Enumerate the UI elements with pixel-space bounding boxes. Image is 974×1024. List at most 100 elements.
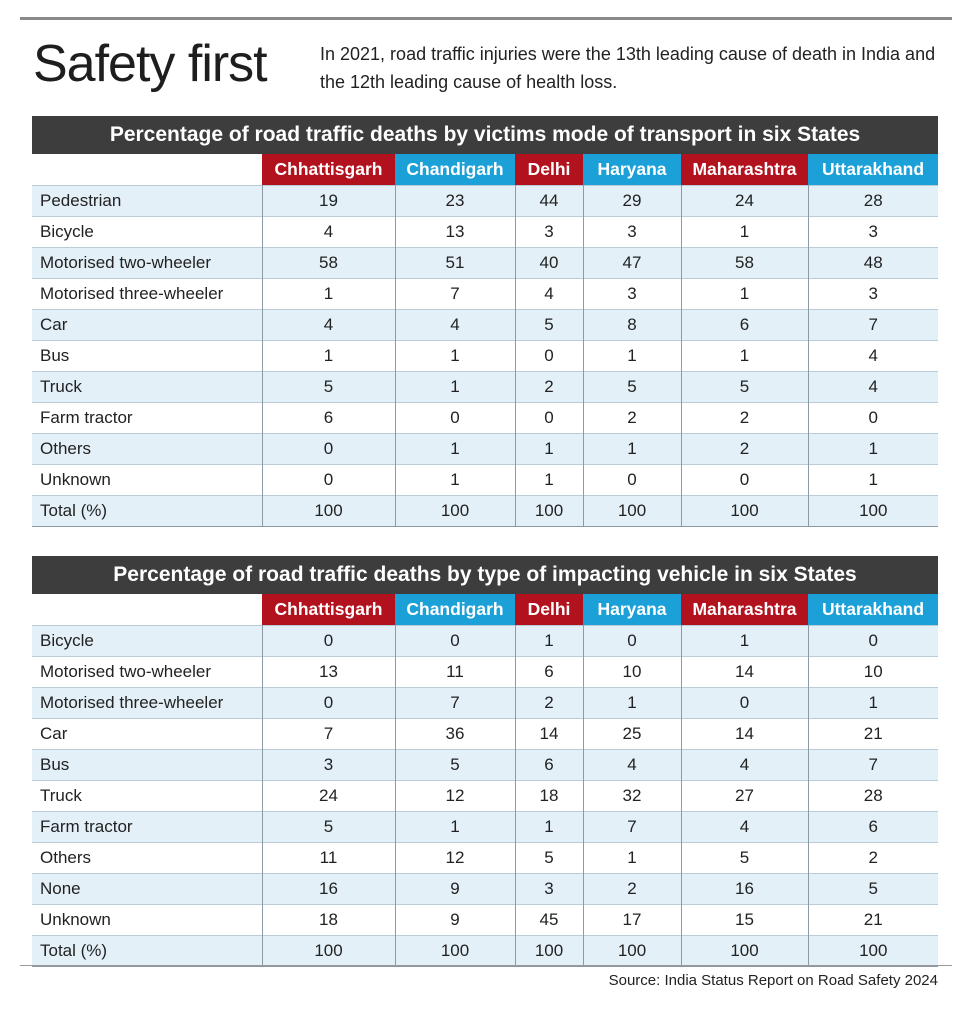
cell-value: 0: [262, 433, 396, 465]
table-row: Bus 3 5 6 4 4 7: [32, 749, 938, 781]
cell-value: 4: [262, 216, 396, 248]
table-row: None 16 9 3 2 16 5: [32, 873, 938, 905]
cell-value: 11: [395, 656, 516, 688]
cell-value: 12: [395, 780, 516, 812]
cell-value: 4: [395, 309, 516, 341]
cell-value: 8: [583, 309, 682, 341]
cell-value: 45: [515, 904, 584, 936]
cell-value: 100: [808, 495, 938, 527]
row-label: Unknown: [32, 464, 263, 496]
cell-value: 17: [583, 904, 682, 936]
cell-value: 3: [515, 873, 584, 905]
cell-value: 2: [681, 433, 809, 465]
cell-value: 0: [681, 464, 809, 496]
cell-value: 32: [583, 780, 682, 812]
cell-value: 1: [262, 278, 396, 310]
cell-value: 7: [808, 749, 938, 781]
cell-value: 44: [515, 185, 584, 217]
table-row: Car 4 4 5 8 6 7: [32, 309, 938, 341]
cell-value: 4: [262, 309, 396, 341]
cell-value: 3: [808, 216, 938, 248]
table-row: Motorised three-wheeler 0 7 2 1 0 1: [32, 687, 938, 719]
cell-value: 6: [681, 309, 809, 341]
cell-value: 1: [583, 340, 682, 372]
cell-value: 100: [262, 935, 396, 967]
table-row: Bicycle 4 13 3 3 1 3: [32, 216, 938, 248]
cell-value: 7: [262, 718, 396, 750]
column-header: Chandigarh: [395, 594, 515, 626]
table-title: Percentage of road traffic deaths by typ…: [32, 556, 938, 594]
cell-value: 0: [395, 402, 516, 434]
cell-value: 0: [583, 625, 682, 657]
cell-value: 5: [583, 371, 682, 403]
cell-value: 4: [583, 749, 682, 781]
row-label: None: [32, 873, 263, 905]
cell-value: 0: [395, 625, 516, 657]
table-row: Truck 24 12 18 32 27 28: [32, 780, 938, 812]
table-row: Unknown 18 9 45 17 15 21: [32, 904, 938, 936]
cell-value: 1: [808, 433, 938, 465]
cell-value: 1: [395, 340, 516, 372]
cell-value: 5: [262, 811, 396, 843]
cell-value: 16: [262, 873, 396, 905]
cell-value: 0: [262, 464, 396, 496]
cell-value: 24: [681, 185, 809, 217]
cell-value: 21: [808, 904, 938, 936]
cell-value: 10: [583, 656, 682, 688]
column-header: Uttarakhand: [808, 154, 938, 186]
cell-value: 100: [583, 495, 682, 527]
cell-value: 4: [808, 371, 938, 403]
table-row: Unknown 0 1 1 0 0 1: [32, 464, 938, 496]
cell-value: 1: [515, 625, 584, 657]
cell-value: 1: [395, 433, 516, 465]
cell-value: 0: [808, 402, 938, 434]
table-victim-mode: Percentage of road traffic deaths by vic…: [32, 116, 938, 527]
cell-value: 3: [262, 749, 396, 781]
cell-value: 58: [681, 247, 809, 279]
table-row: Bus 1 1 0 1 1 4: [32, 340, 938, 372]
cell-value: 1: [395, 371, 516, 403]
cell-value: 0: [808, 625, 938, 657]
header-corner: [32, 594, 262, 626]
bottom-rule: [20, 965, 952, 966]
cell-value: 2: [808, 842, 938, 874]
cell-value: 2: [583, 402, 682, 434]
table-row: Motorised two-wheeler 13 11 6 10 14 10: [32, 656, 938, 688]
row-label: Total (%): [32, 935, 263, 967]
cell-value: 2: [515, 371, 584, 403]
cell-value: 1: [515, 433, 584, 465]
cell-value: 12: [395, 842, 516, 874]
cell-value: 0: [262, 687, 396, 719]
cell-value: 3: [808, 278, 938, 310]
cell-value: 1: [515, 811, 584, 843]
cell-value: 3: [583, 216, 682, 248]
cell-value: 100: [681, 495, 809, 527]
cell-value: 7: [808, 309, 938, 341]
cell-value: 6: [808, 811, 938, 843]
cell-value: 1: [681, 278, 809, 310]
cell-value: 10: [808, 656, 938, 688]
row-label: Bus: [32, 340, 263, 372]
cell-value: 5: [681, 842, 809, 874]
cell-value: 6: [262, 402, 396, 434]
row-label: Farm tractor: [32, 811, 263, 843]
cell-value: 1: [583, 687, 682, 719]
cell-value: 0: [262, 625, 396, 657]
cell-value: 7: [395, 278, 516, 310]
cell-value: 1: [681, 216, 809, 248]
table-row: Others 0 1 1 1 2 1: [32, 433, 938, 465]
cell-value: 1: [583, 842, 682, 874]
row-label: Others: [32, 433, 263, 465]
cell-value: 0: [681, 687, 809, 719]
cell-value: 9: [395, 904, 516, 936]
cell-value: 5: [681, 371, 809, 403]
row-label: Farm tractor: [32, 402, 263, 434]
headline: Safety first: [33, 35, 268, 93]
cell-value: 0: [583, 464, 682, 496]
table-row: Motorised two-wheeler 58 51 40 47 58 48: [32, 247, 938, 279]
cell-value: 5: [262, 371, 396, 403]
row-label: Bus: [32, 749, 263, 781]
cell-value: 2: [681, 402, 809, 434]
cell-value: 40: [515, 247, 584, 279]
table-row: Truck 5 1 2 5 5 4: [32, 371, 938, 403]
